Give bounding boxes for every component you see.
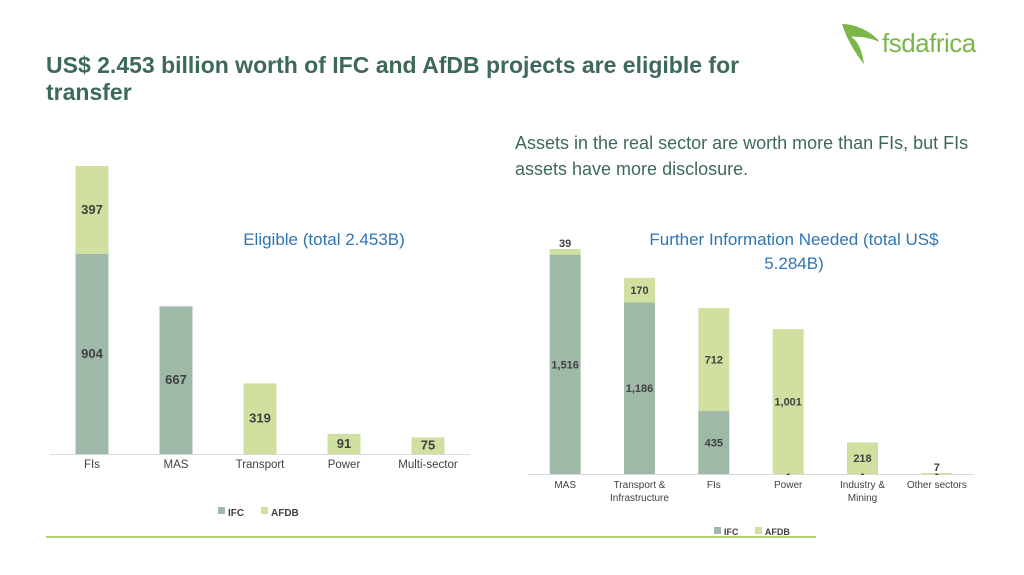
further-info-bar-afdb-mas [549, 249, 581, 255]
further-info-category-mas: MAS [554, 480, 576, 491]
slide-subtitle: Assets in the real sector are worth more… [515, 133, 969, 179]
further-info-label-ifc-transport-infrastructure: 1,186 [626, 383, 654, 395]
eligible-legend-label-ifc: IFC [228, 508, 244, 519]
fsdafrica-logo: fsdafrica [840, 20, 990, 68]
further-info-bar-afdb-power [772, 329, 804, 474]
further-info-bar-ifc-fis [698, 411, 730, 474]
eligible-bar-afdb-multi-sector [411, 437, 445, 454]
further-info-legend-swatch-ifc [714, 527, 721, 534]
eligible-label-ifc-mas: 667 [165, 372, 187, 387]
further-info-legend-label-ifc: IFC [724, 527, 739, 537]
further-info-label-afdb-power: 1,001 [774, 397, 802, 409]
further-info-category-industry-mining-line-2: Mining [848, 493, 877, 504]
further-info-label-ifc-fis: 435 [705, 438, 723, 450]
further-info-category-transport-infrastructure-line-2: Infrastructure [610, 493, 669, 504]
eligible-bar-afdb-transport [243, 383, 277, 454]
eligible-legend-swatch-afdb [261, 507, 268, 514]
further-info-category-industry-mining-line-1: Industry & [840, 480, 885, 491]
further-info-category-other-sectors: Other sectors [907, 480, 967, 491]
eligible-bar-afdb-power [327, 433, 361, 454]
eligible-category-power: Power [328, 459, 361, 471]
further-info-bar-afdb-industry-mining [847, 442, 878, 474]
further-info-label-afdb-other-sectors: 7 [934, 462, 940, 474]
eligible-bar-afdb-fis [75, 166, 109, 254]
further-info-bar-afdb-fis [698, 308, 730, 412]
footer-divider [46, 536, 816, 538]
further-info-bar-afdb-transport-infrastructure [624, 277, 655, 303]
eligible-chart-title: Eligible (total 2.453B) [243, 230, 405, 249]
further-info-label-afdb-mas: 39 [559, 238, 571, 250]
further-info-label-afdb-transport-infrastructure: 170 [630, 285, 648, 297]
eligible-label-afdb-fis: 397 [81, 202, 103, 217]
eligible-category-mas: MAS [164, 459, 189, 471]
eligible-bar-ifc-mas [159, 306, 193, 454]
further-info-label-ifc-mas: 1,516 [551, 359, 579, 371]
further-info-legend-label-afdb: AFDB [765, 527, 790, 537]
further-info-label-afdb-industry-mining: 218 [853, 453, 871, 465]
leaf-icon [842, 24, 881, 64]
slide-title: US$ 2.453 billion worth of IFC and AfDB … [46, 52, 740, 105]
further-info-bar-ifc-transport-infrastructure [624, 302, 655, 474]
eligible-legend-swatch-ifc [218, 507, 225, 514]
eligible-category-multi-sector: Multi-sector [398, 459, 458, 471]
further-info-bar-ifc-mas [549, 254, 581, 474]
further-info-bar-afdb-other-sectors [921, 472, 953, 475]
eligible-label-afdb-power: 91 [337, 436, 351, 451]
eligible-category-transport: Transport [236, 459, 286, 471]
eligible-bar-ifc-fis [75, 253, 109, 454]
eligible-label-afdb-transport: 319 [249, 411, 271, 426]
further-info-label-ifc-industry-mining: - [861, 468, 865, 480]
further-info-category-power: Power [774, 480, 803, 491]
eligible-category-fis: FIs [84, 459, 100, 471]
logo-text: fsdafrica [882, 28, 976, 58]
further-info-legend-swatch-afdb [754, 527, 762, 534]
eligible-label-afdb-multi-sector: 75 [421, 438, 435, 453]
eligible-label-ifc-fis: 904 [81, 346, 103, 361]
further-info-chart-title-line-2: 5.284B) [764, 254, 824, 273]
further-info-category-transport-infrastructure-line-1: Transport & [614, 480, 666, 491]
further-info-label-ifc-other-sectors: - [935, 468, 939, 480]
eligible-legend-label-afdb: AFDB [271, 508, 299, 519]
further-info-category-fis: FIs [707, 480, 721, 491]
further-info-chart-title-line-1: Further Information Needed (total US$ [649, 230, 939, 249]
further-info-label-afdb-fis: 712 [705, 355, 723, 367]
further-info-label-ifc-power: - [786, 468, 790, 480]
